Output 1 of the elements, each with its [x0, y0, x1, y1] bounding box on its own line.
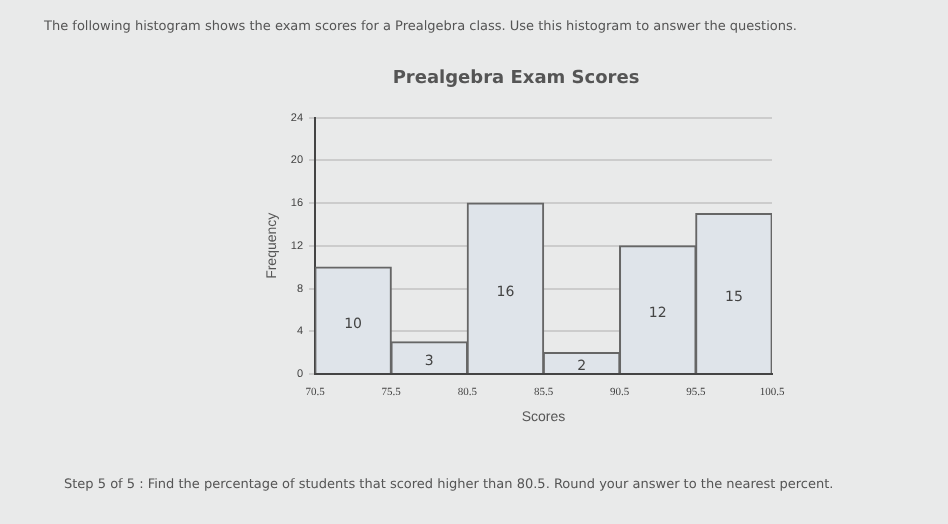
- chart-title: Prealgebra Exam Scores: [392, 69, 640, 90]
